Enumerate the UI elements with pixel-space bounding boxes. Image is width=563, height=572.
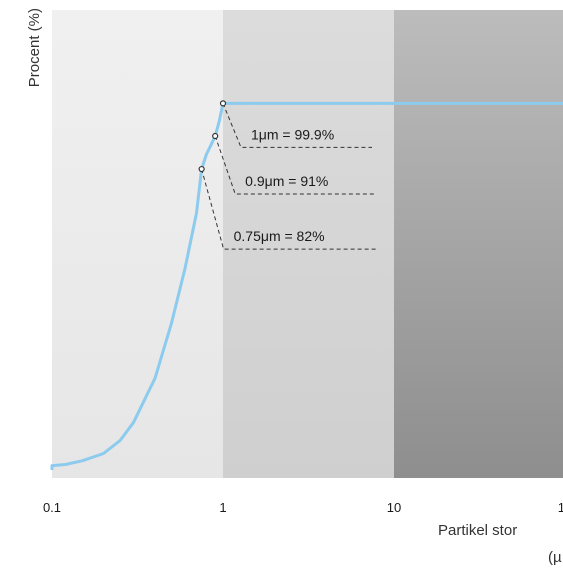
region-submicron: [52, 10, 223, 478]
x-tick-label: 1: [219, 500, 226, 515]
region-10-to-100: [394, 10, 563, 478]
annotation-1um: 1μm = 99.9%: [219, 100, 372, 148]
annotation-marker: [198, 165, 205, 173]
annotation-0-75um: 0.75μm = 82%: [198, 165, 376, 250]
annotation-label: 0.9μm = 91%: [245, 173, 328, 189]
background-regions: [52, 10, 563, 478]
annotation-leader-line: [214, 135, 376, 195]
annotations: 1μm = 99.9% 0.9μm = 91% 0.75μm = 82%: [198, 100, 376, 250]
y-axis-title: Procent (%): [26, 8, 43, 87]
x-tick-label: 10: [387, 500, 401, 515]
x-tick-label: 0.1: [43, 500, 61, 515]
annotation-leader-line: [201, 168, 376, 250]
x-tick-label: 10: [558, 500, 563, 515]
annotation-marker: [219, 100, 227, 107]
annotation-marker: [212, 132, 219, 140]
annotation-label: 1μm = 99.9%: [251, 126, 334, 142]
x-axis-title: Partikel stor: [438, 522, 517, 539]
x-axis-unit: (µ: [548, 549, 562, 566]
region-1-to-10: [223, 10, 394, 478]
annotation-label: 0.75μm = 82%: [234, 228, 325, 244]
annotation-leader-line: [222, 103, 372, 148]
x-axis-ticks: 0.1 1 10 10: [43, 500, 563, 515]
annotation-0-9um: 0.9μm = 91%: [212, 132, 376, 195]
